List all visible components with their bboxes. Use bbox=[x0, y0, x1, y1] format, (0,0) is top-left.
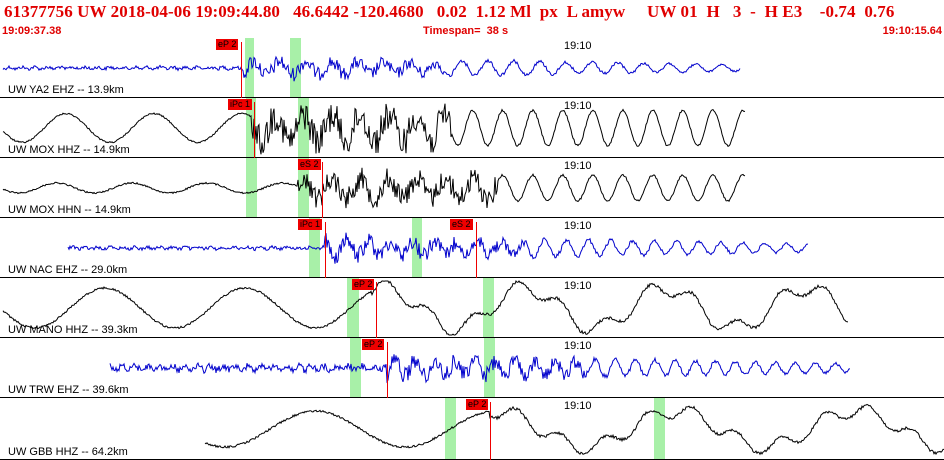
pick-label[interactable]: iPc 1 bbox=[228, 99, 253, 110]
pick-label[interactable]: eP 2 bbox=[352, 279, 375, 290]
waveform-line bbox=[2, 279, 849, 336]
pick-label[interactable]: eP 2 bbox=[466, 399, 489, 410]
end-time: 19:10:15.64 bbox=[882, 25, 942, 37]
trace-2[interactable] bbox=[0, 158, 944, 218]
pick-label[interactable]: iPc 1 bbox=[298, 219, 323, 230]
start-time: 19:09:37.38 bbox=[2, 25, 62, 37]
waveform-line bbox=[204, 403, 944, 456]
timespan: Timespan= 38 s bbox=[423, 25, 509, 37]
analysis-window bbox=[246, 158, 257, 218]
event-header: 61377756 UW 2018-04-06 19:09:44.80 46.64… bbox=[0, 0, 944, 38]
waveform-line bbox=[2, 55, 741, 82]
trace-4[interactable] bbox=[0, 278, 944, 338]
time-tick-label: 19:10 bbox=[564, 340, 592, 352]
trace-label: UW MANO HHZ -- 39.3km bbox=[8, 324, 138, 336]
waveform-canvas[interactable] bbox=[0, 38, 944, 460]
trace-label: UW GBB HHZ -- 64.2km bbox=[8, 446, 128, 458]
pick-label[interactable]: eP 2 bbox=[216, 39, 239, 50]
time-tick-label: 19:10 bbox=[564, 400, 592, 412]
trace-label: UW TRW EHZ -- 39.6km bbox=[8, 384, 129, 396]
trace-3[interactable] bbox=[0, 218, 944, 278]
analysis-window bbox=[483, 278, 494, 338]
time-tick-label: 19:10 bbox=[564, 280, 592, 292]
analysis-window bbox=[347, 278, 359, 338]
pick-label[interactable]: eP 2 bbox=[362, 339, 385, 350]
trace-5[interactable] bbox=[0, 338, 944, 398]
trace-label: UW NAC EHZ -- 29.0km bbox=[8, 264, 128, 276]
waveform-line bbox=[109, 354, 850, 384]
trace-1[interactable] bbox=[0, 98, 944, 158]
analysis-window bbox=[654, 398, 665, 460]
trace-label: UW YA2 EHZ -- 13.9km bbox=[8, 84, 124, 96]
waveform-line bbox=[2, 167, 746, 209]
time-tick-label: 19:10 bbox=[564, 220, 592, 232]
analysis-window bbox=[246, 98, 256, 158]
time-tick-label: 19:10 bbox=[564, 40, 592, 52]
analysis-window bbox=[290, 38, 301, 98]
analysis-window bbox=[298, 98, 309, 158]
waveform-line bbox=[2, 103, 746, 155]
pick-label[interactable]: eS 2 bbox=[298, 159, 321, 170]
event-summary: 61377756 UW 2018-04-06 19:09:44.80 46.64… bbox=[4, 2, 895, 21]
trace-label: UW MOX HHZ -- 14.9km bbox=[8, 144, 130, 156]
time-tick-label: 19:10 bbox=[564, 100, 592, 112]
trace-0[interactable] bbox=[0, 38, 944, 98]
waveform-panel[interactable]: UW YA2 EHZ -- 13.9km 19:10 eP 2 UW MOX HHZ … bbox=[0, 38, 944, 460]
analysis-window bbox=[298, 158, 309, 218]
time-tick-label: 19:10 bbox=[564, 160, 592, 172]
analysis-window bbox=[245, 38, 254, 98]
waveform-line bbox=[67, 232, 809, 264]
pick-label[interactable]: eS 2 bbox=[450, 219, 473, 230]
trace-label: UW MOX HHN -- 14.9km bbox=[8, 204, 131, 216]
